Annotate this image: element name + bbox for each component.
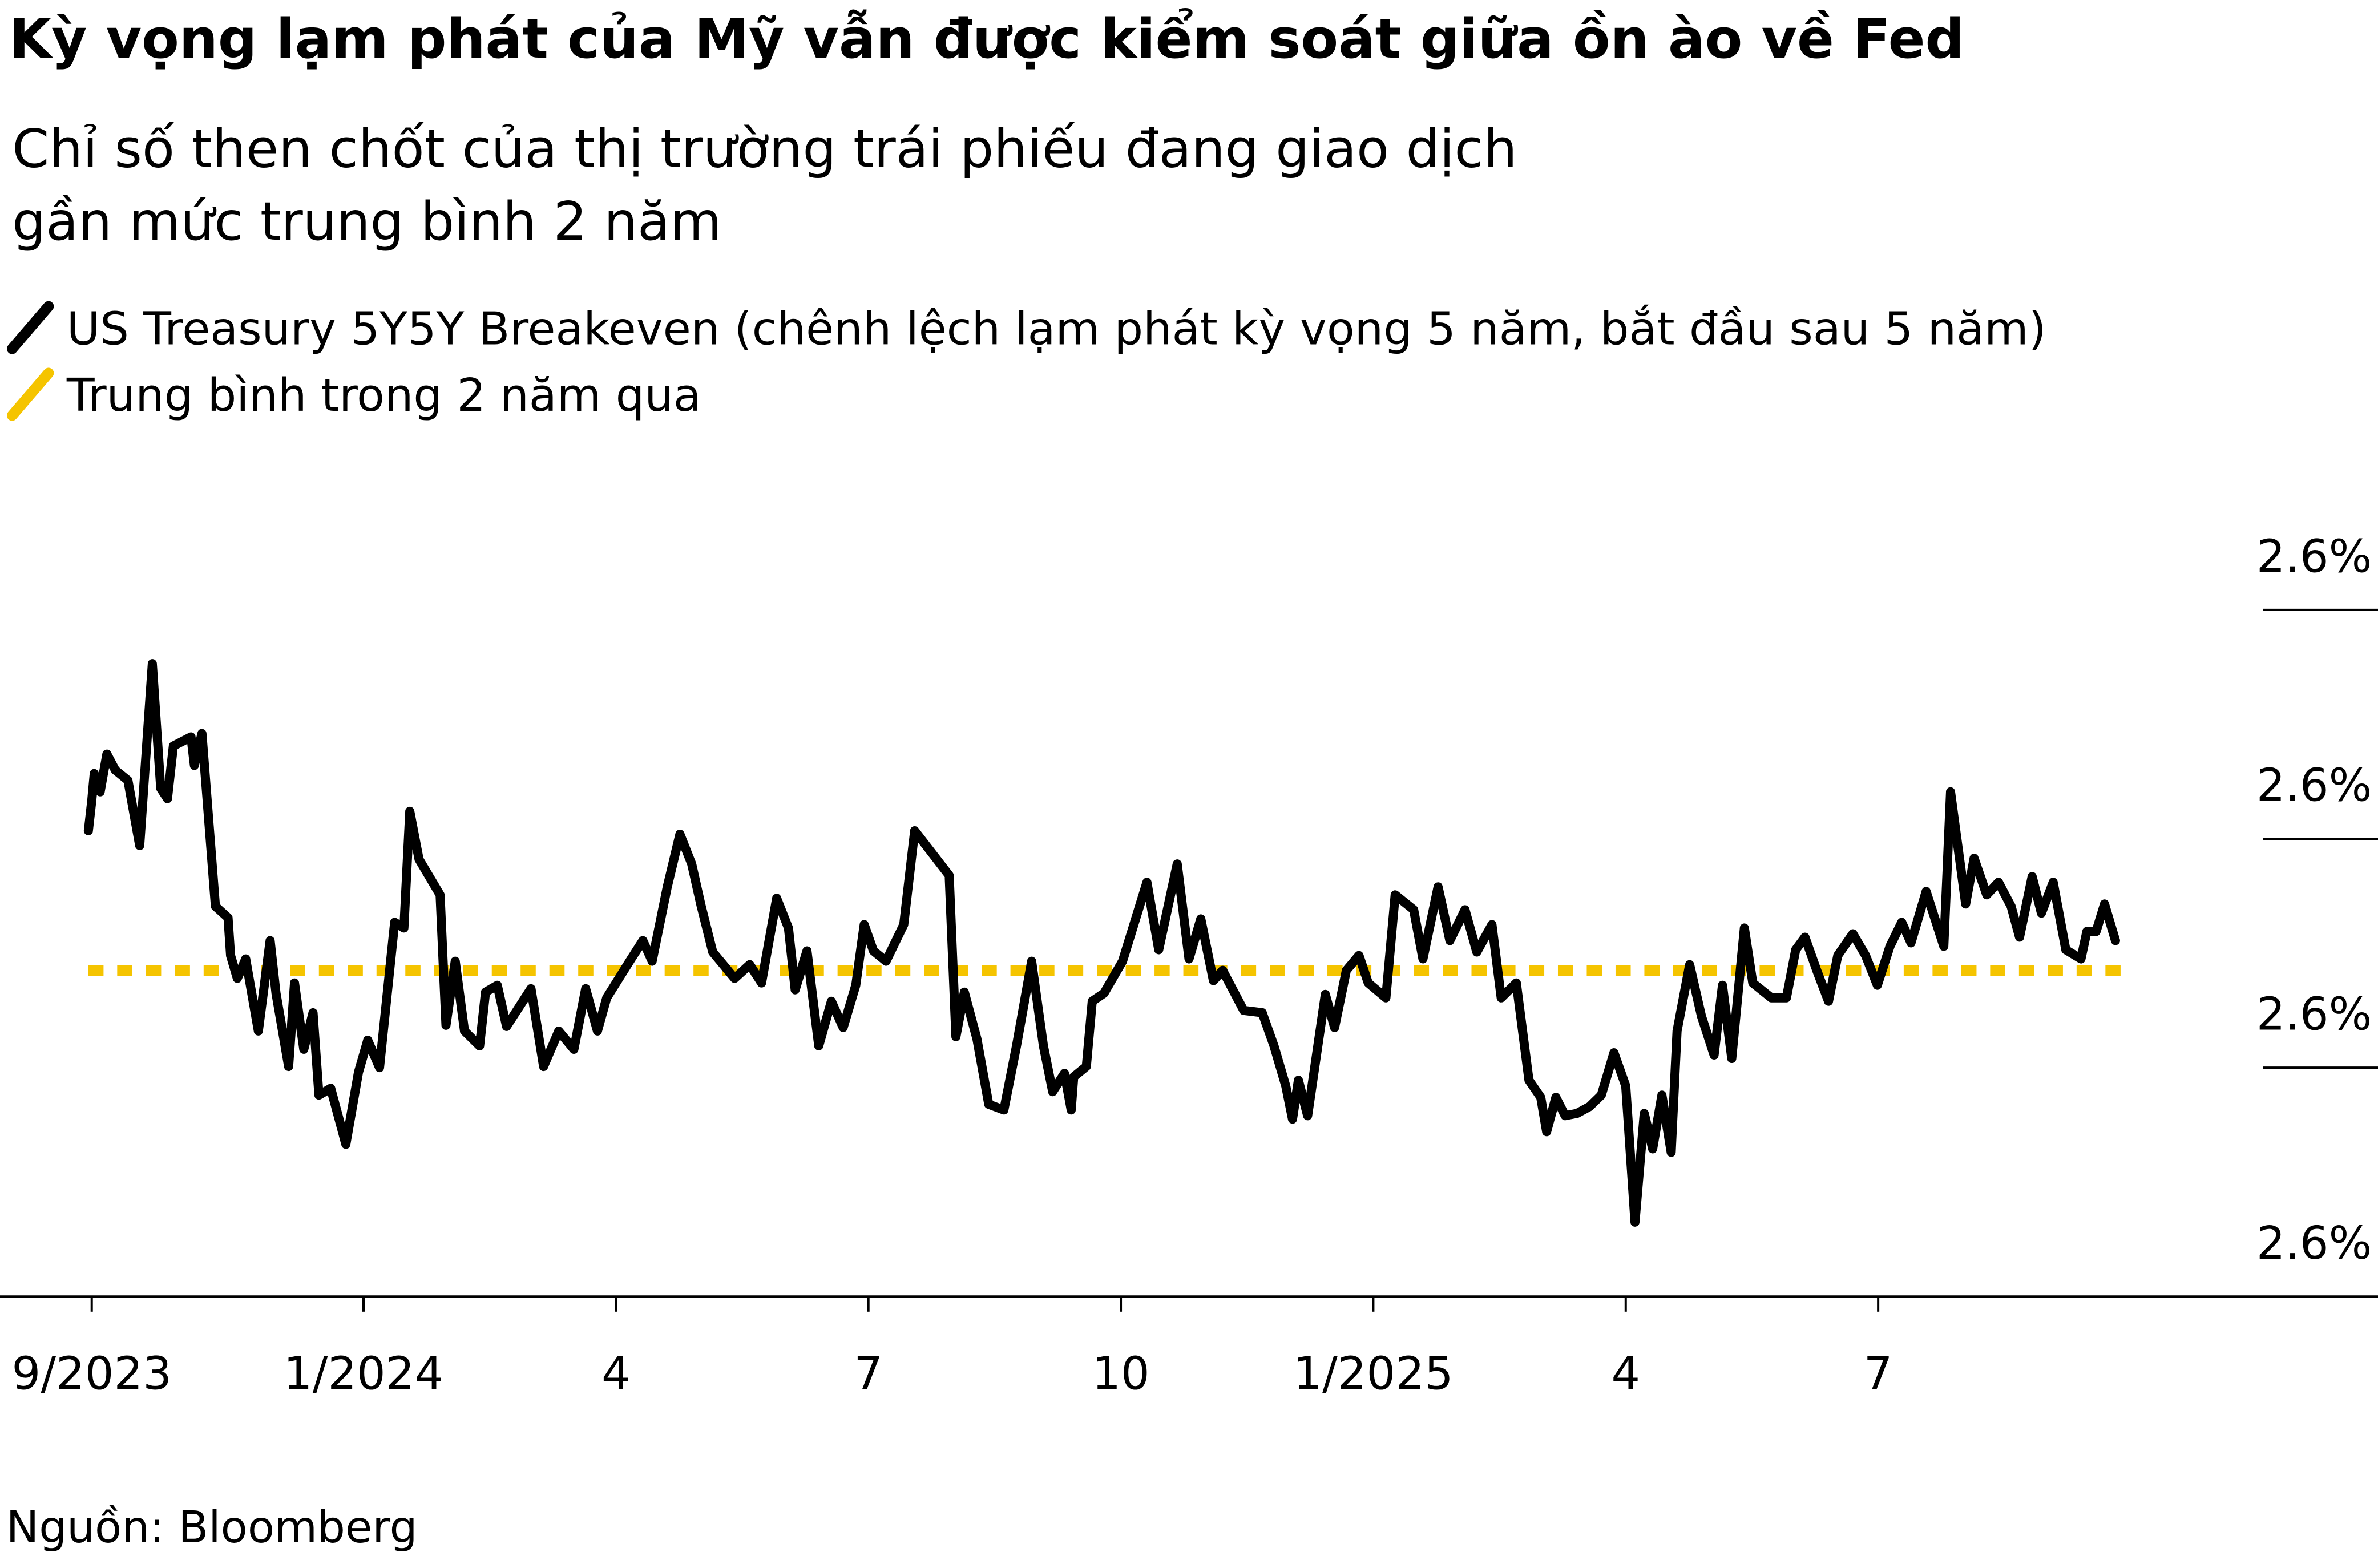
y-tick-label: 2.6%: [2256, 530, 2372, 583]
y-tick-label: 2.6%: [2256, 759, 2372, 812]
x-tick-label: 1/2024: [284, 1347, 443, 1400]
chart-subtitle: Chỉ số then chốt của thị trường trái phi…: [12, 118, 1517, 179]
y-tick-label: 2.6%: [2256, 988, 2372, 1041]
x-tick-label: 1/2025: [1293, 1347, 1453, 1400]
x-tick-label: 7: [1864, 1347, 1893, 1400]
y-tick-label: 2.6%: [2256, 1217, 2372, 1270]
chart-subtitle: gần mức trung bình 2 năm: [12, 191, 722, 252]
source-note: Nguồn: Bloomberg: [6, 1502, 418, 1553]
x-tick-label: 7: [854, 1347, 883, 1400]
chart-title: Kỳ vọng lạm phát của Mỹ vẫn được kiểm so…: [9, 7, 1964, 71]
legend-label: US Treasury 5Y5Y Breakeven (chênh lệch l…: [67, 302, 2046, 355]
legend-swatch: [6, 367, 54, 421]
series-line: [83, 659, 2120, 1227]
x-tick-label: 4: [1611, 1347, 1640, 1400]
x-tick-label: 10: [1092, 1347, 1149, 1400]
x-tick-label: 4: [601, 1347, 631, 1400]
legend-swatch: [6, 301, 54, 354]
legend-label: Trung bình trong 2 năm qua: [66, 369, 701, 422]
x-tick-label: 9/2023: [11, 1347, 171, 1400]
